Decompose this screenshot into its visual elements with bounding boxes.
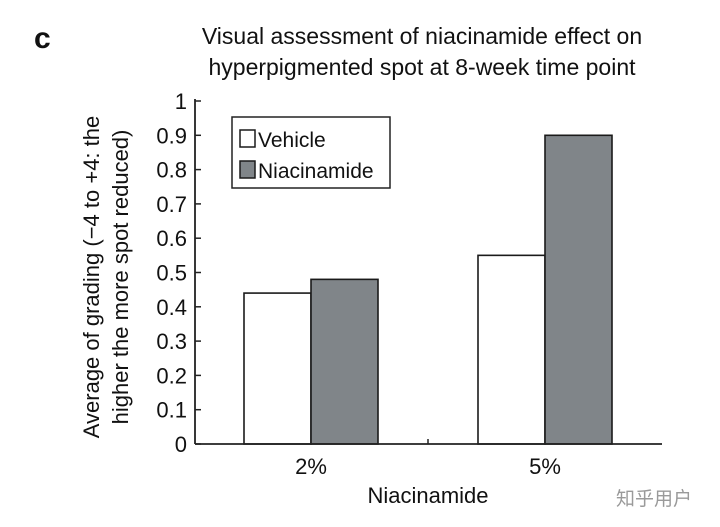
y-tick-label: 0.8 [156,158,187,183]
bars [243,134,613,445]
y-tick-label: 0.6 [156,226,187,251]
y-axis-label-line-2: higher the more spot reduced) [108,130,133,425]
bar-vehicle-2pct [243,292,312,445]
x-category-label: 5% [529,454,561,479]
bar-vehicle-5pct [477,254,546,445]
bar-niacinamide-2pct [310,278,379,445]
x-axis-label: Niacinamide [367,483,488,508]
y-tick-label: 0.1 [156,398,187,423]
bar-niacinamide-5pct [544,134,613,445]
y-tick-label: 0 [175,432,187,457]
panel-label: c [34,22,51,55]
legend: Vehicle Niacinamide [231,116,391,189]
y-tick-label: 0.9 [156,123,187,148]
chart-title-line-2: hyperpigmented spot at 8-week time point [208,54,636,80]
legend-box [231,116,391,189]
y-tick-label: 0.7 [156,192,187,217]
y-axis-label-line-1: Average of grading (−4 to +4: the [79,116,104,439]
y-tick-label: 0.4 [156,295,187,320]
x-category-label: 2% [295,454,327,479]
legend-label-niacinamide: Niacinamide [258,160,374,183]
legend-swatch-niacinamide [239,160,256,179]
chart-title-line-1: Visual assessment of niacinamide effect … [202,23,642,49]
y-tick-label: 0.2 [156,363,187,388]
x-axis-categories: 2% 5% [295,454,561,479]
legend-label-vehicle: Vehicle [258,129,326,152]
y-tick-label: 0.5 [156,261,187,286]
axes [194,99,662,445]
y-axis-ticks: 0 0.1 0.2 0.3 0.4 0.5 0.6 0.7 0.8 0.9 1 [156,89,201,457]
legend-swatch-vehicle [239,129,256,148]
y-tick-label: 1 [175,89,187,114]
y-axis-label: Average of grading (−4 to +4: the higher… [79,116,133,439]
y-tick-label: 0.3 [156,329,187,354]
watermark: 知乎用户 [616,488,692,510]
